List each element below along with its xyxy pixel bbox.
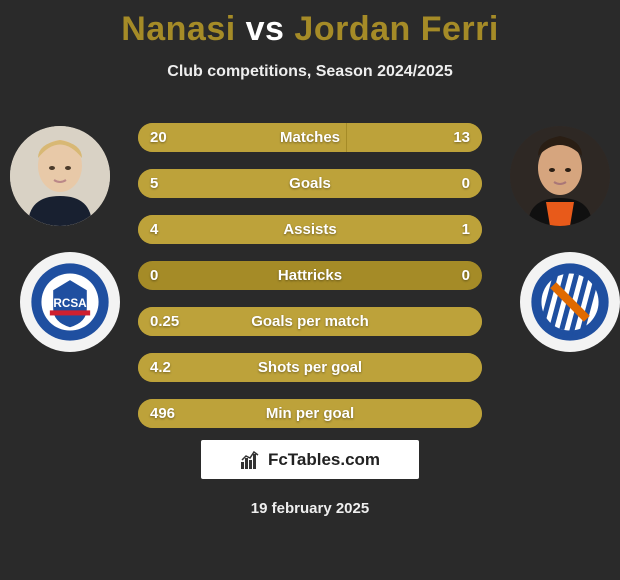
stat-bar-right	[413, 215, 482, 244]
stat-row: 4 1 Assists	[138, 215, 482, 244]
player1-club-crest: RCSA	[20, 252, 120, 352]
stat-value-left: 0.25	[150, 307, 179, 336]
watermark-text: FcTables.com	[268, 450, 380, 470]
stat-row: 0 0 Hattricks	[138, 261, 482, 290]
stat-label: Matches	[280, 129, 340, 146]
stat-value-left: 4.2	[150, 353, 171, 382]
stat-label: Goals	[289, 175, 331, 192]
stat-value-left: 4	[150, 215, 158, 244]
fctables-logo-icon	[240, 450, 262, 470]
stat-value-right: 13	[453, 123, 470, 152]
player1-avatar	[10, 126, 110, 226]
svg-text:1974: 1974	[562, 330, 580, 339]
title-player2: Jordan Ferri	[294, 10, 498, 48]
stat-row: 4.2 Shots per goal	[138, 353, 482, 382]
stat-value-left: 496	[150, 399, 175, 428]
stat-value-left: 20	[150, 123, 167, 152]
page-title: Nanasi vs Jordan Ferri	[0, 0, 620, 49]
title-vs: vs	[246, 10, 285, 48]
stat-value-right: 0	[462, 261, 470, 290]
stat-bar-left	[138, 215, 413, 244]
stats-rows: 20 13 Matches 5 0 Goals 4 1 Assists 0 0 Hattricks 0.…	[138, 123, 482, 445]
player2-club-crest: 1974	[520, 252, 620, 352]
stat-row: 0.25 Goals per match	[138, 307, 482, 336]
stat-row: 20 13 Matches	[138, 123, 482, 152]
title-player1: Nanasi	[121, 10, 236, 48]
date: 19 february 2025	[0, 500, 620, 517]
stat-label: Assists	[283, 221, 336, 238]
stat-row: 5 0 Goals	[138, 169, 482, 198]
stat-label: Goals per match	[251, 313, 369, 330]
stat-label: Hattricks	[278, 267, 342, 284]
svg-text:RCSA: RCSA	[53, 297, 87, 310]
stat-label: Min per goal	[266, 405, 354, 422]
stat-value-left: 0	[150, 261, 158, 290]
watermark: FcTables.com	[201, 440, 419, 479]
stat-value-left: 5	[150, 169, 158, 198]
stat-value-right: 0	[462, 169, 470, 198]
stat-value-right: 1	[462, 215, 470, 244]
stat-label: Shots per goal	[258, 359, 362, 376]
stat-row: 496 Min per goal	[138, 399, 482, 428]
subtitle: Club competitions, Season 2024/2025	[0, 63, 620, 81]
player2-avatar	[510, 126, 610, 226]
